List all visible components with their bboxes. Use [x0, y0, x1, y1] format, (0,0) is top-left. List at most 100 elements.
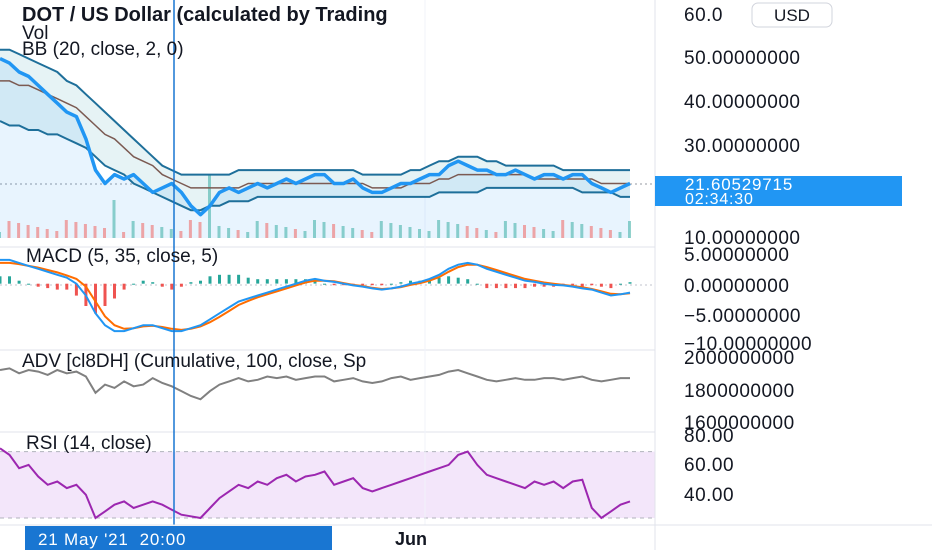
volume-bar — [427, 231, 431, 238]
volume-bar — [160, 227, 164, 238]
macd-tick-minus10: −10.00000000 — [684, 334, 812, 355]
volume-bar — [0, 232, 1, 238]
volume-bar — [456, 224, 460, 238]
volume-bar — [188, 220, 192, 238]
volume-bar — [64, 220, 68, 238]
volume-bar — [131, 221, 135, 238]
macd-histogram-bar — [370, 283, 374, 286]
macd-histogram-bar — [590, 283, 594, 286]
currency-label: USD — [774, 6, 810, 25]
macd-histogram-bar — [237, 274, 241, 284]
volume-bar — [293, 229, 297, 238]
rsi-title: RSI (14, close) — [26, 433, 152, 454]
macd-histogram-bar — [523, 283, 527, 289]
macd-histogram-bar — [170, 283, 174, 290]
rsi-tick-40: 40.00 — [684, 485, 734, 506]
macd-histogram-bar — [447, 276, 451, 284]
volume-bar — [561, 220, 565, 238]
macd-histogram-bar — [151, 282, 155, 284]
volume-bar — [580, 224, 584, 238]
volume-bar — [570, 222, 574, 238]
macd-tick-minus5: −5.00000000 — [684, 306, 801, 327]
price-tick-10: 10.00000000 — [684, 228, 800, 249]
bollinger-lower-line — [0, 120, 630, 212]
volume-bar — [274, 225, 278, 238]
macd-histogram-bar — [399, 282, 403, 284]
volume-bar — [332, 224, 336, 238]
macd-histogram-bar — [389, 283, 393, 285]
volume-bar — [379, 221, 383, 238]
rsi-line — [0, 447, 631, 520]
macd-histogram-bar — [571, 283, 575, 286]
volume-bar — [398, 225, 402, 238]
crosshair-time-label: 21 May '21 20:00 — [25, 526, 332, 550]
volume-bar — [198, 222, 202, 238]
volume-bar — [227, 228, 231, 238]
macd-histogram-bar — [456, 277, 460, 284]
volume-bar — [303, 231, 307, 238]
volume-bar — [141, 223, 145, 238]
volume-bar — [503, 221, 507, 238]
volume-bar — [103, 228, 106, 238]
volume-bar — [246, 232, 250, 238]
volume-bar — [370, 232, 374, 238]
macd-histogram-bar — [46, 283, 50, 289]
price-tick-30: 30.00000000 — [684, 136, 800, 157]
macd-histogram-bar — [55, 283, 59, 290]
macd-histogram-bar — [17, 280, 21, 284]
macd-histogram-bar — [609, 283, 613, 289]
macd-histogram-bar — [94, 283, 97, 314]
last-price-badge: 21.60529715 02:34:30 — [655, 175, 902, 208]
macd-histogram-bar — [466, 279, 470, 284]
macd-histogram-bar — [65, 283, 69, 290]
macd-histogram-bar — [141, 280, 145, 284]
volume-bar — [122, 232, 126, 238]
volume-bar — [465, 226, 469, 238]
macd-histogram-bar — [485, 283, 489, 289]
macd-histogram-bar — [514, 283, 517, 289]
macd-histogram-bar — [218, 274, 221, 284]
crosshair-time-text: 21 May '21 20:00 — [38, 530, 186, 549]
adv-tick-2000m: 2000000000 — [684, 348, 795, 369]
macd-histogram-bar — [494, 283, 498, 289]
volume-bar — [83, 224, 87, 238]
volume-bar — [532, 227, 536, 238]
macd-histogram-bar — [74, 283, 78, 296]
macd-histogram-bar — [8, 276, 11, 284]
currency-button[interactable]: USD — [751, 2, 833, 28]
bar-countdown: 02:34:30 — [685, 191, 754, 208]
macd-histogram-bar — [437, 277, 441, 284]
volume-bar — [45, 229, 49, 238]
volume-bar — [93, 226, 97, 238]
adv-title: ADV [cl8DH] (Cumulative, 100, close, Sp — [22, 351, 366, 372]
macd-histogram-bar — [580, 283, 584, 287]
volume-bar — [523, 225, 526, 238]
macd-tick-0: 0.00000000 — [684, 276, 789, 297]
macd-histogram-bar — [294, 279, 298, 284]
volume-bar — [446, 222, 450, 238]
macd-histogram-bar — [0, 276, 2, 284]
volume-bar — [484, 230, 488, 238]
volume-bar — [322, 222, 326, 238]
volume-bar — [179, 231, 183, 238]
bollinger-upper-line — [0, 48, 630, 176]
volume-bar — [494, 232, 498, 238]
macd-histogram-bar — [179, 283, 183, 287]
macd-histogram-bar — [361, 283, 365, 286]
volume-bar — [169, 229, 173, 238]
volume-bar — [7, 221, 11, 238]
price-axis[interactable]: 60.0 50.00000000 40.00000000 30.00000000 10.… — [684, 5, 812, 506]
macd-histogram-bar — [122, 283, 126, 290]
volume-bar — [360, 230, 364, 238]
volume-bar — [542, 229, 546, 238]
macd-histogram-bar — [380, 283, 384, 286]
macd-histogram-bar — [103, 283, 107, 306]
volume-bar — [513, 223, 517, 238]
volume-bar — [150, 225, 154, 238]
volume-bar — [236, 230, 240, 238]
volume-bar — [437, 220, 441, 238]
macd-histogram-bar — [533, 283, 536, 287]
volume-bar — [112, 200, 116, 238]
macd-histogram-bar — [189, 282, 193, 284]
